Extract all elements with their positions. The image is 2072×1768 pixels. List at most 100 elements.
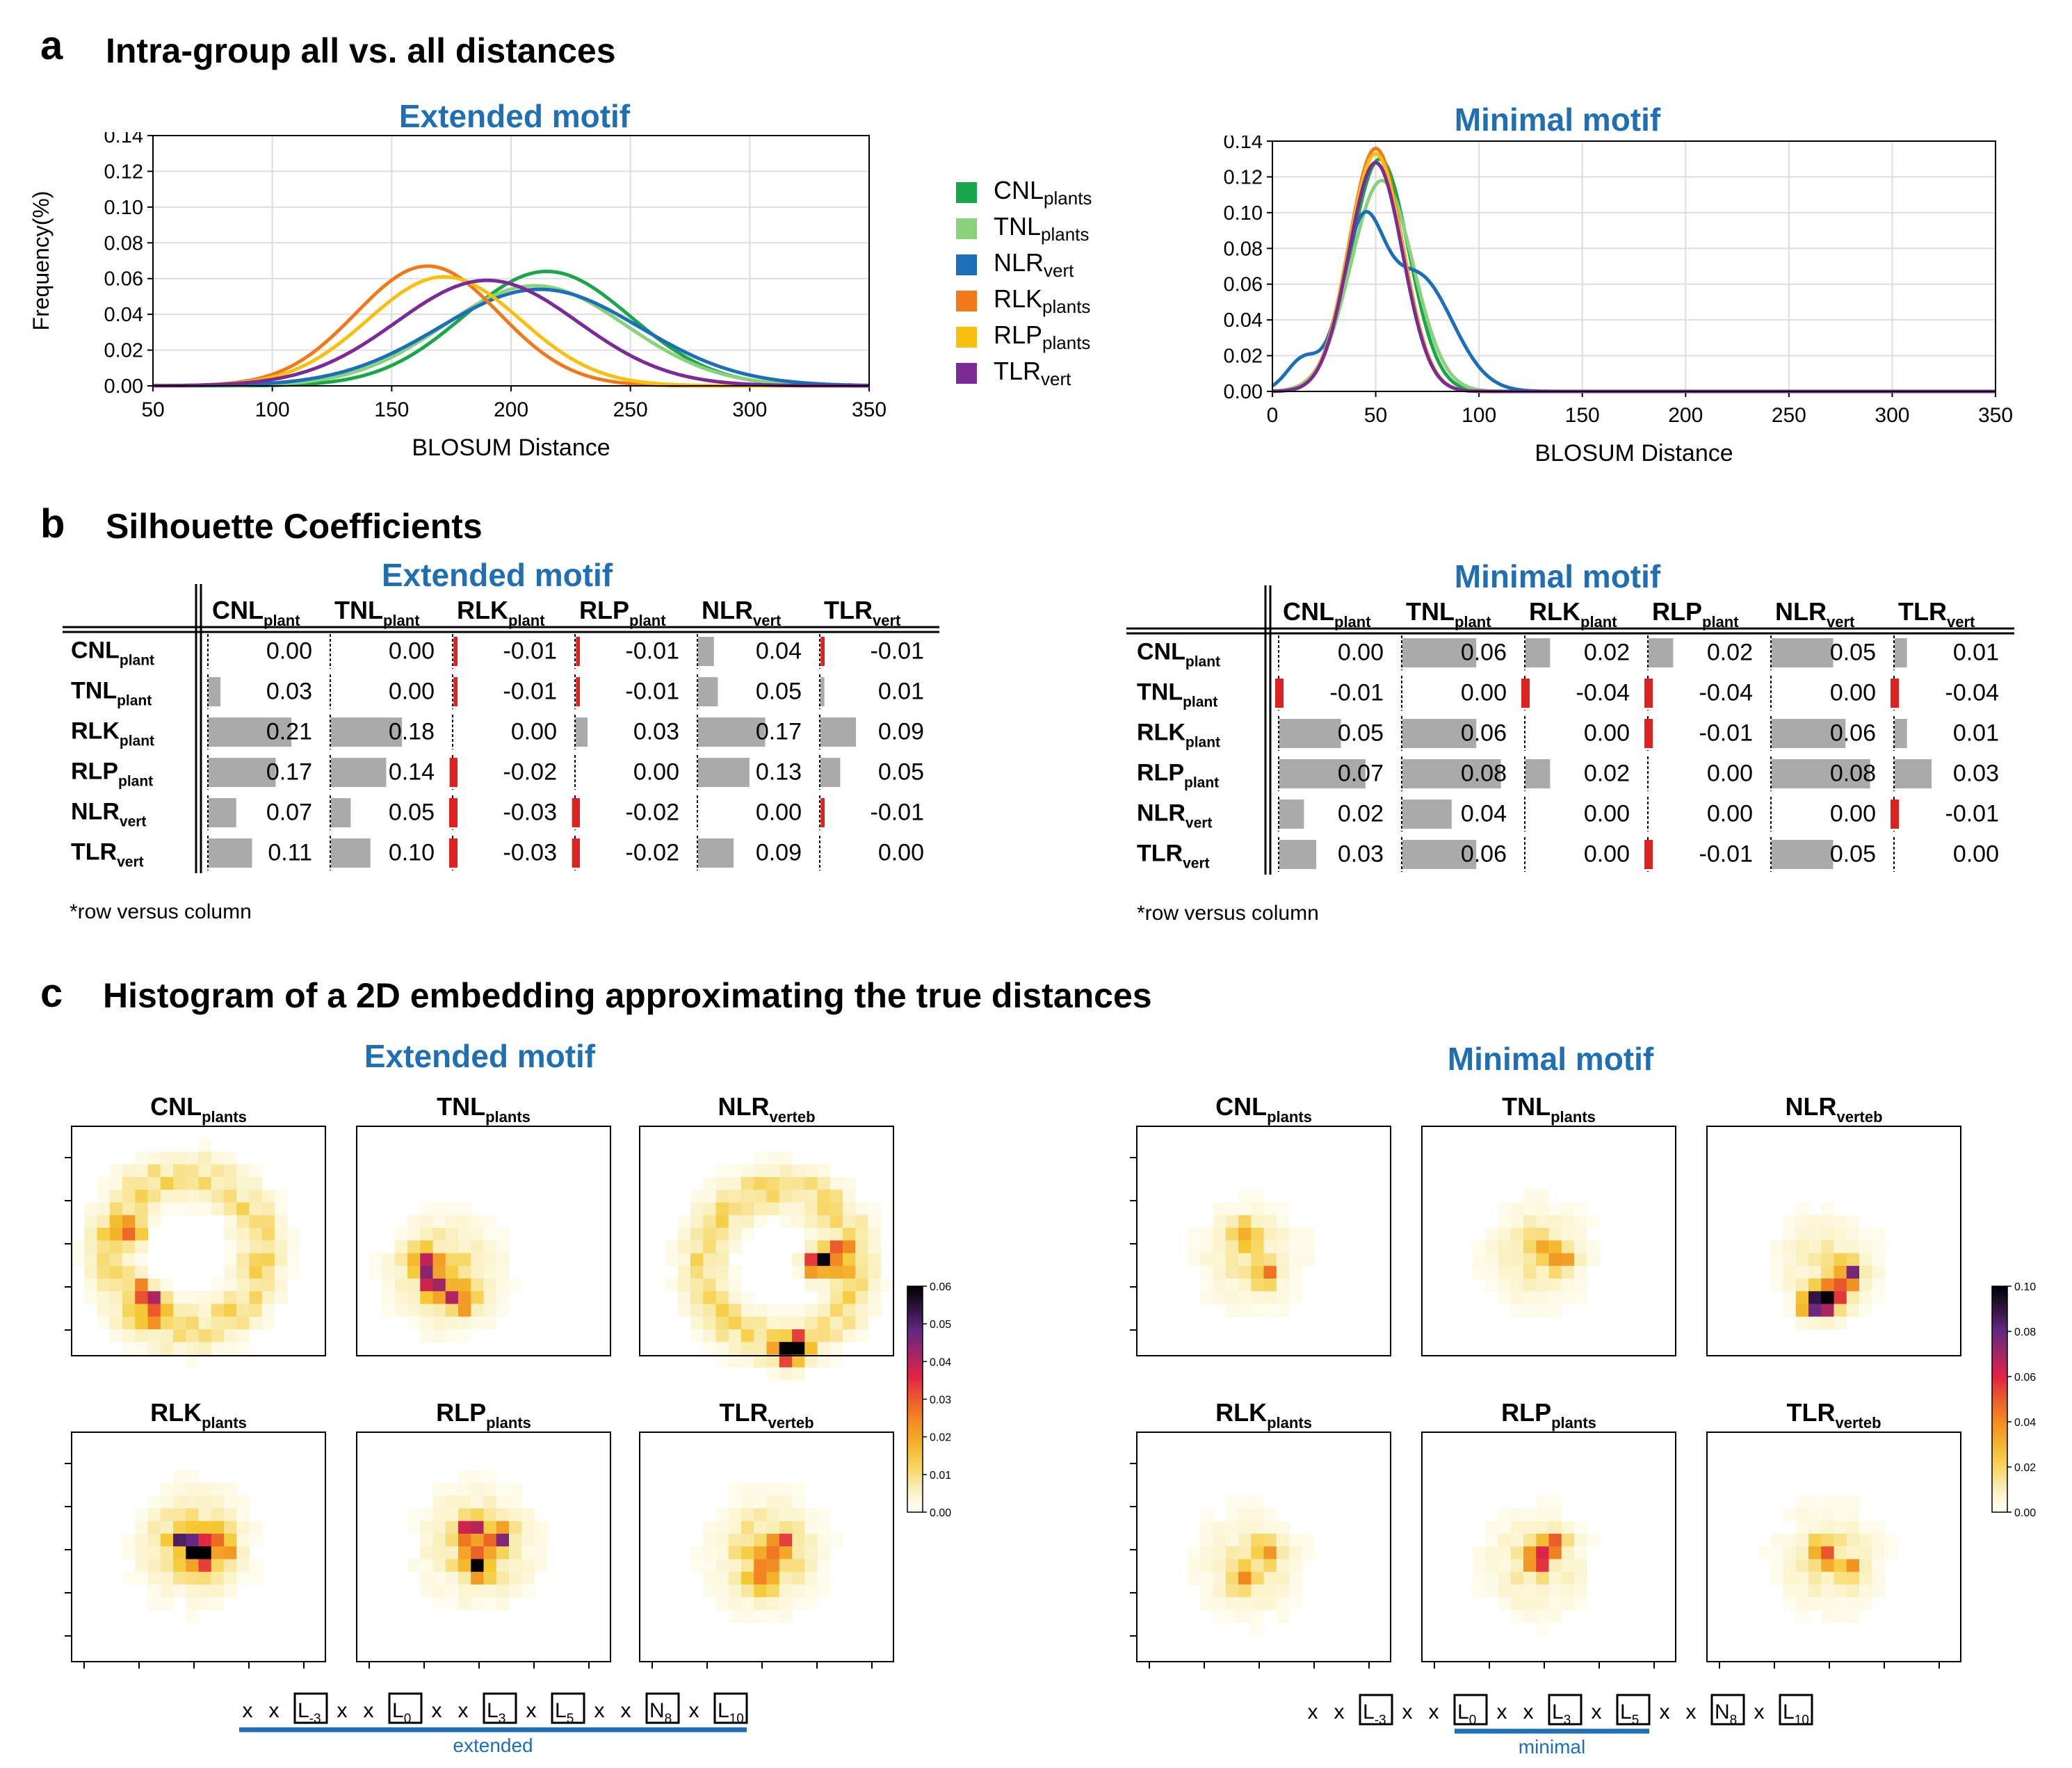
heat-cell <box>173 1495 186 1509</box>
heat-cell <box>779 1597 793 1610</box>
heat-cell <box>509 1534 522 1547</box>
cell-value: -0.01 <box>1699 720 1754 746</box>
heat-cell <box>186 1470 199 1484</box>
motif-x: x <box>269 1699 280 1722</box>
heat-cell <box>1783 1291 1797 1304</box>
bar-positive <box>331 717 403 747</box>
heat-cell <box>779 1190 793 1203</box>
heat-cell <box>1808 1228 1822 1241</box>
heat-cell <box>703 1228 716 1241</box>
heat-cell <box>1276 1202 1290 1216</box>
heat-cell <box>1821 1202 1834 1216</box>
bar-negative <box>1891 679 1899 708</box>
heat-cell <box>109 1279 123 1292</box>
heat-cell <box>109 1316 123 1330</box>
heat-cell <box>1561 1291 1575 1304</box>
motif-x: x <box>1334 1701 1345 1724</box>
heat-cell <box>445 1304 459 1317</box>
heat-cell <box>1498 1597 1512 1610</box>
heat-cell <box>779 1483 793 1496</box>
heat-cell <box>249 1279 263 1292</box>
heat-cell <box>1536 1202 1549 1216</box>
heat-cell <box>1510 1291 1524 1304</box>
heat-cell <box>1561 1534 1575 1547</box>
heat-cell <box>97 1202 111 1216</box>
heat-cell <box>521 1559 535 1573</box>
heat-cell <box>1523 1291 1537 1304</box>
heat-cell <box>728 1190 742 1203</box>
heat-cell <box>829 1228 843 1241</box>
heat-cell <box>1263 1571 1277 1585</box>
heat-cell <box>211 1151 225 1165</box>
heat-cell <box>1795 1559 1809 1573</box>
cell-value: 0.01 <box>878 678 924 704</box>
heat-cell <box>1770 1265 1783 1279</box>
heat-cell <box>741 1342 754 1355</box>
heat-cell <box>1859 1240 1872 1254</box>
heat-cell <box>122 1342 136 1355</box>
heat-cell <box>1485 1571 1498 1585</box>
heat-cell <box>855 1316 868 1330</box>
heat-cell <box>1561 1265 1575 1279</box>
heat-cell <box>236 1202 250 1216</box>
heat-cell <box>1834 1609 1847 1623</box>
heat-cell <box>855 1215 868 1228</box>
series-line-RLK <box>1272 146 1996 394</box>
heat-cell <box>779 1520 793 1534</box>
heat-cell <box>741 1228 754 1241</box>
heat-cell <box>792 1253 805 1267</box>
panel-frame <box>1706 1432 1961 1662</box>
heat-cell <box>703 1571 716 1585</box>
heat-cell <box>1821 1240 1834 1254</box>
heat-cell <box>1485 1240 1498 1254</box>
heat-cell <box>198 1177 212 1190</box>
heat-cell <box>160 1508 174 1522</box>
heat-cell <box>1783 1265 1797 1279</box>
heat-cell <box>1213 1265 1227 1279</box>
heat-cell <box>1808 1253 1822 1267</box>
heat-cell <box>1263 1304 1277 1317</box>
heat-cell <box>1523 1279 1537 1292</box>
heat-cell <box>1485 1265 1498 1279</box>
heat-cell <box>1510 1571 1524 1585</box>
heat-cell <box>160 1342 174 1355</box>
heat-cell <box>211 1520 225 1534</box>
heat-cell <box>1238 1215 1252 1228</box>
bar-positive <box>1895 638 1907 667</box>
heat-cell <box>1846 1534 1860 1547</box>
heat-cell <box>779 1342 793 1355</box>
cell-value: 0.06 <box>1461 639 1507 665</box>
heat-cell <box>1498 1279 1512 1292</box>
heat-cell <box>432 1265 446 1279</box>
heat-cell <box>420 1304 433 1317</box>
legend-item-CNL: CNLplants <box>956 176 1092 209</box>
heat-cell <box>1263 1228 1277 1241</box>
heat-cell <box>1859 1559 1872 1573</box>
cell-value: 0.00 <box>1584 720 1630 746</box>
heat-cell <box>1289 1291 1302 1304</box>
heat-cell <box>1561 1559 1575 1573</box>
heat-cell <box>1548 1534 1562 1547</box>
heat-cell <box>287 1253 300 1267</box>
ext-dist-title: Extended motif <box>398 98 631 134</box>
heat-cell <box>122 1304 136 1317</box>
heat-cell <box>509 1483 522 1496</box>
heat-cell <box>1213 1571 1227 1585</box>
heat-cell <box>1251 1508 1264 1522</box>
heat-cell <box>804 1279 818 1292</box>
heat-cell <box>1548 1508 1562 1522</box>
motif-box <box>1616 1694 1651 1726</box>
panel-title-CNL: CNLplants <box>150 1092 247 1126</box>
legend-label: NLRvert <box>994 248 1074 282</box>
heat-cell <box>1808 1584 1822 1598</box>
heat-cell <box>458 1597 471 1610</box>
legend-item-RLK: RLKplants <box>956 284 1090 317</box>
heatmap-panel-CNL <box>72 1139 300 1368</box>
heat-cell <box>1846 1520 1860 1534</box>
min-dist-title: Minimal motif <box>1454 102 1661 138</box>
heat-cell <box>394 1291 408 1304</box>
heat-cell <box>471 1483 484 1496</box>
heat-cell <box>868 1279 882 1292</box>
heat-cell <box>1846 1584 1860 1598</box>
heat-cell <box>122 1240 136 1254</box>
